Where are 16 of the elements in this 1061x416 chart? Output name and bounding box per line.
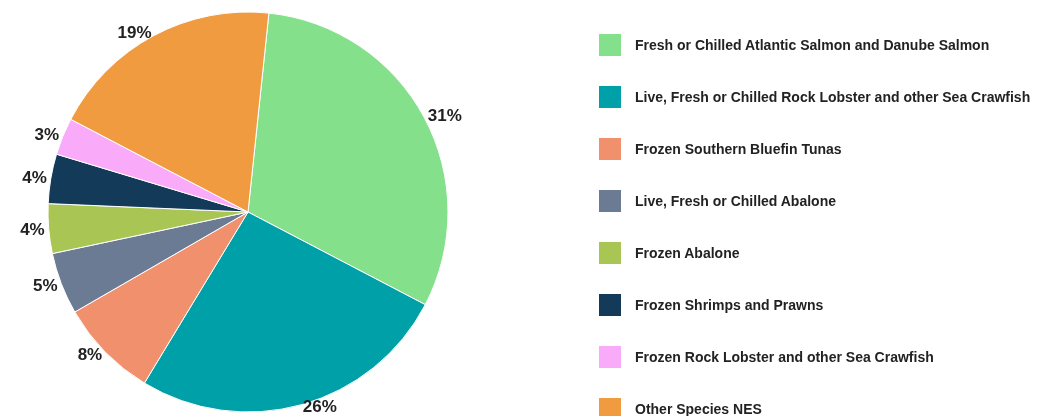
data-label: 4%: [22, 168, 47, 188]
data-label: 3%: [34, 125, 60, 145]
legend-label: Live, Fresh or Chilled Abalone: [635, 193, 837, 209]
data-label: 19%: [117, 22, 152, 42]
legend-label: Live, Fresh or Chilled Rock Lobster and other Sea Crawfish: [635, 89, 1031, 105]
legend-label: Frozen Shrimps and Prawns: [635, 297, 824, 313]
legend-label: Frozen Abalone: [635, 245, 740, 261]
data-label: 5%: [32, 275, 58, 295]
data-label: 4%: [20, 219, 45, 239]
legend-label: Fresh or Chilled Atlantic Salmon and Danube Salmon: [635, 37, 990, 53]
legend-label: Frozen Southern Bluefin Tunas: [635, 141, 842, 157]
data-label: 8%: [77, 345, 103, 365]
data-label: 26%: [302, 397, 337, 416]
data-label: 31%: [427, 106, 462, 126]
legend-label: Frozen Rock Lobster and other Sea Crawfish: [635, 349, 934, 365]
legend-label: Other Species NES: [635, 401, 762, 416]
